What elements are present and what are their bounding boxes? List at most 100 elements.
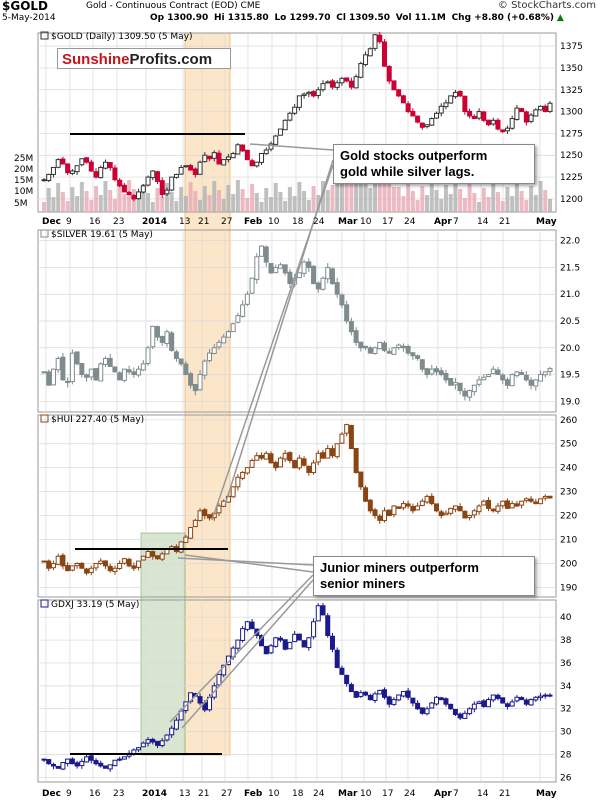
volume-bar — [183, 196, 188, 212]
candle-body — [41, 560, 47, 563]
candle-body — [107, 162, 113, 168]
candle-body — [60, 762, 66, 770]
candle-body — [74, 351, 80, 365]
candle-body — [69, 758, 75, 765]
candle-body — [334, 82, 340, 88]
candle-body — [121, 184, 127, 193]
candle-body — [353, 76, 359, 89]
y-tick-label: 250 — [560, 440, 577, 450]
ohlc-summary: Op 1300.90 Hi 1315.80 Lo 1299.70 Cl 1309… — [150, 13, 564, 23]
candle-body — [372, 693, 378, 701]
candle-body — [415, 505, 421, 511]
y-tick-label: 1325 — [560, 86, 583, 96]
volume-bar — [212, 181, 217, 212]
candle-body — [140, 742, 146, 748]
volume-bar — [207, 195, 212, 212]
candle-body — [547, 368, 553, 372]
candle-body — [277, 637, 283, 641]
x-tick-label: 13 — [179, 789, 190, 799]
candle-body — [523, 374, 529, 381]
candle-body — [65, 380, 71, 384]
candle-body — [329, 80, 335, 88]
panel-title: $GOLD (Daily) 1309.50 (5 May) — [51, 32, 193, 42]
x-tick-label: 7 — [453, 217, 459, 227]
candle-body — [500, 129, 506, 133]
y-tick-label: 22.0 — [560, 237, 580, 247]
candle-body — [69, 565, 75, 571]
volume-bar — [122, 194, 127, 212]
x-tick-label: 2014 — [142, 217, 167, 227]
volume-bar — [406, 182, 411, 212]
candle-body — [476, 379, 482, 385]
candle-body — [296, 457, 302, 469]
candle-body — [277, 264, 283, 269]
candle-body — [481, 500, 487, 506]
volume-bar — [297, 182, 302, 212]
candle-body — [434, 368, 440, 373]
candle-body — [173, 351, 179, 359]
volume-bar — [287, 187, 292, 212]
candle-body — [490, 119, 496, 125]
candle-body — [348, 80, 354, 88]
y-tick-label: 36 — [560, 659, 572, 669]
y-tick-label: 26 — [560, 773, 572, 783]
candle-body — [292, 633, 298, 643]
volume-bar — [448, 194, 453, 212]
candle-body — [424, 368, 430, 376]
volume-bar — [264, 188, 269, 212]
x-tick-label: Feb — [244, 789, 263, 799]
y-tick-label: 220 — [560, 512, 577, 522]
x-tick-label: Apr — [434, 217, 452, 227]
candle-body — [471, 703, 477, 710]
candle-body — [306, 465, 312, 473]
candle-body — [117, 758, 123, 761]
candle-body — [136, 747, 142, 751]
candle-body — [481, 376, 487, 381]
candle-body — [334, 649, 340, 669]
volume-bar — [84, 191, 89, 212]
candle-body — [150, 551, 156, 557]
candle-body — [344, 304, 350, 322]
candle-body — [320, 605, 326, 616]
x-tick-label: 16 — [89, 217, 101, 227]
candle-body — [315, 452, 321, 463]
volume-bar — [325, 190, 330, 212]
candle-body — [410, 110, 416, 117]
candle-body — [538, 695, 544, 699]
candle-body — [467, 390, 473, 398]
volume-bar — [240, 189, 245, 212]
candle-body — [438, 511, 444, 517]
x-tick-label: 18 — [292, 789, 304, 799]
candle-body — [273, 637, 279, 647]
candle-body — [164, 331, 170, 345]
volume-bar — [292, 196, 297, 212]
candle-body — [74, 165, 80, 173]
candle-body — [509, 701, 515, 707]
candle-body — [348, 684, 354, 693]
volume-bar — [179, 187, 184, 212]
candle-body — [452, 505, 458, 510]
candle-body — [509, 374, 515, 387]
highlight-band-green — [140, 532, 186, 756]
candle-body — [311, 462, 317, 474]
candle-body — [301, 261, 307, 274]
candle-body — [471, 384, 477, 393]
candle-body — [50, 166, 56, 175]
candle-body — [145, 176, 151, 186]
candle-body — [367, 694, 373, 701]
candle-body — [225, 156, 231, 161]
candle-body — [79, 562, 85, 569]
candle-body — [268, 143, 274, 150]
y-tick-label: 19.5 — [560, 371, 580, 381]
candle-body — [353, 448, 359, 473]
candle-body — [486, 499, 492, 509]
volume-bar — [268, 197, 273, 212]
volume-bar — [500, 201, 505, 212]
x-tick-label: 10 — [268, 217, 280, 227]
candle-body — [126, 369, 132, 373]
low-value: Lo 1299.70 — [274, 13, 331, 23]
volume-bar — [434, 190, 439, 212]
volume-value: Vol 11.1M — [395, 13, 446, 23]
candle-body — [358, 341, 364, 349]
y-tick-label: 1225 — [560, 173, 583, 183]
